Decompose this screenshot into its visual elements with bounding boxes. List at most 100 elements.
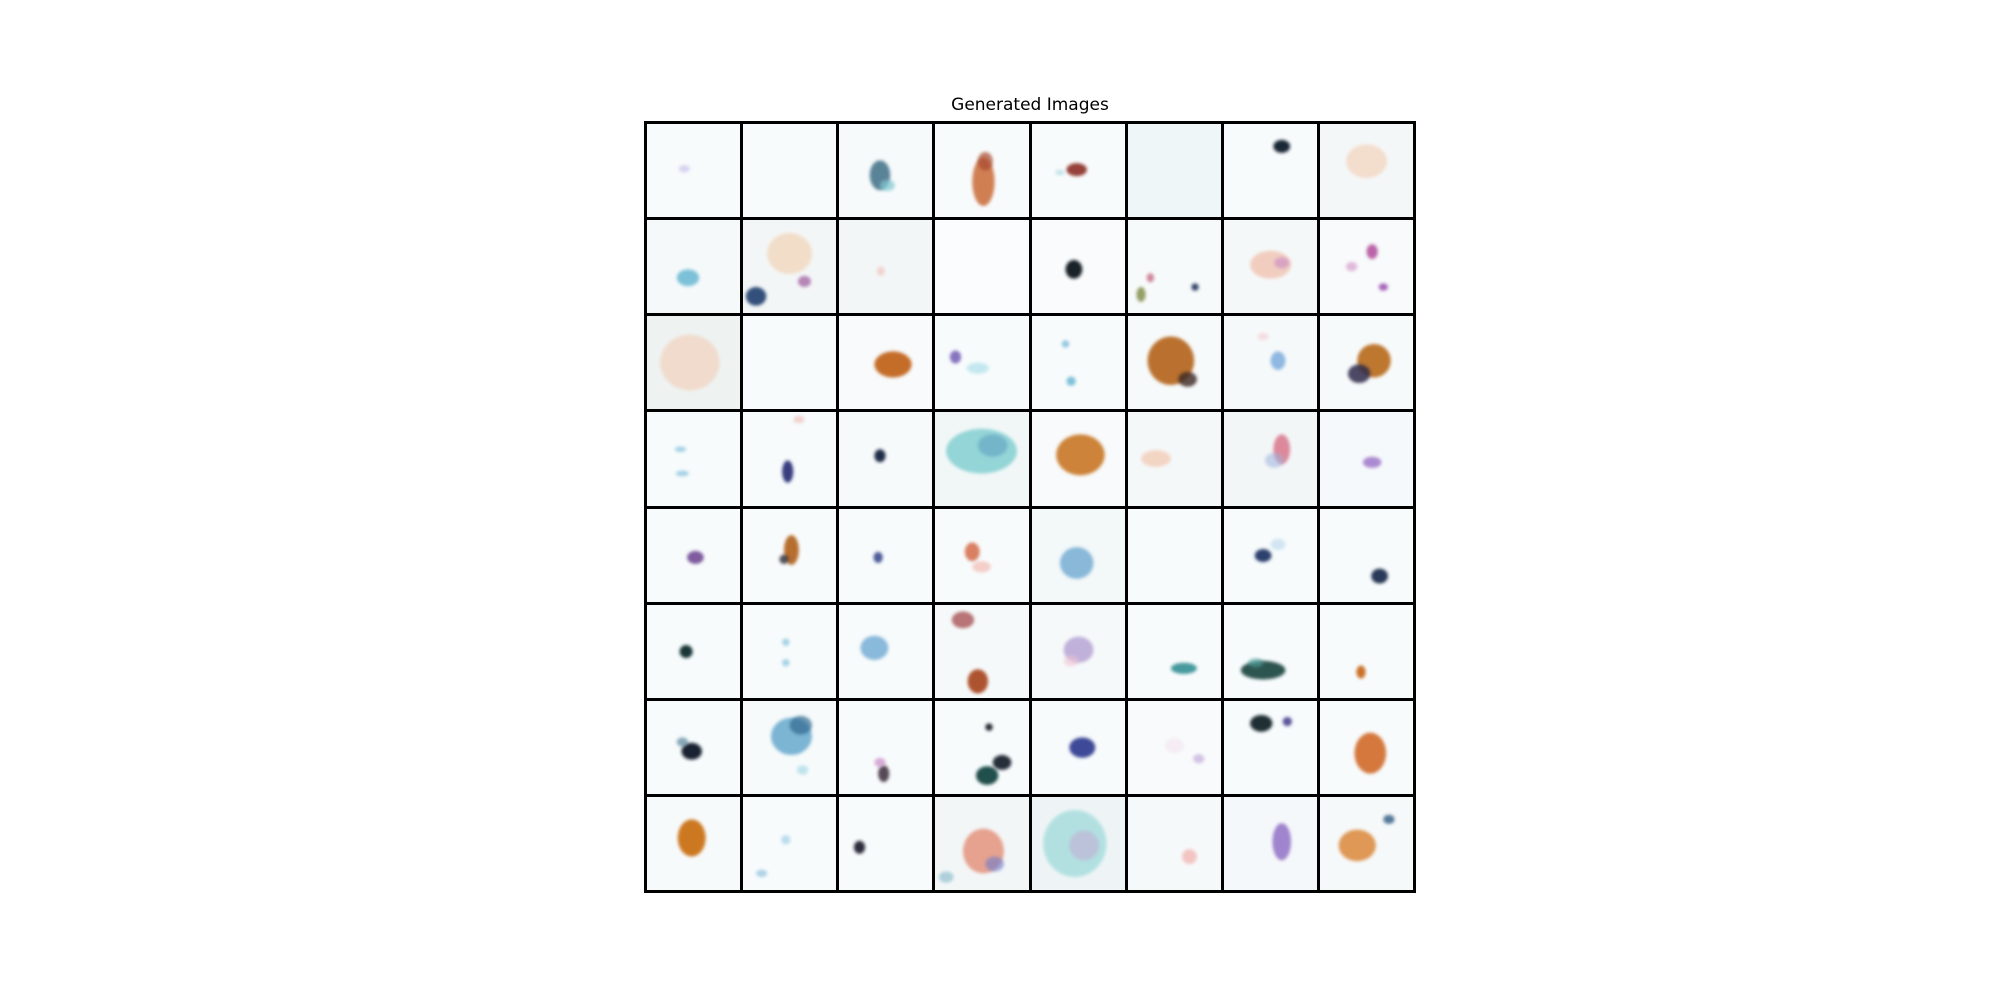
generated-image-tile-r3-c3 xyxy=(839,316,933,410)
tile-image xyxy=(756,835,791,877)
blob xyxy=(967,668,989,694)
blob xyxy=(676,269,700,287)
blob xyxy=(797,765,809,775)
generated-image-tile-r6-c2 xyxy=(743,604,837,698)
generated-image-tile-r4-c8 xyxy=(1319,412,1413,506)
generated-image-tile-r5-c3 xyxy=(839,508,933,602)
generated-image-tile-r6-c4 xyxy=(935,604,1029,698)
blob xyxy=(1147,336,1194,386)
blob xyxy=(939,871,954,883)
tile-image xyxy=(1249,250,1291,279)
generated-image-tile-r5-c7 xyxy=(1223,508,1317,602)
tile-image xyxy=(1061,340,1076,387)
generated-image-tile-r8-c1 xyxy=(647,796,741,890)
generated-image-tile-r2-c2 xyxy=(743,220,837,314)
blob xyxy=(1347,364,1371,384)
blob xyxy=(767,233,813,275)
blob xyxy=(674,446,687,453)
generated-image-tile-r1-c5 xyxy=(1031,124,1125,218)
tile-image xyxy=(1345,144,1387,179)
generated-image-tile-r4-c3 xyxy=(839,412,933,506)
generated-image-tile-r3-c2 xyxy=(743,316,837,410)
blob xyxy=(1273,139,1290,153)
blob xyxy=(950,350,962,364)
tile-image xyxy=(972,151,995,206)
blob xyxy=(1140,450,1171,468)
generated-image-tile-r8-c5 xyxy=(1031,796,1125,890)
blob xyxy=(1254,548,1272,562)
blob xyxy=(676,737,688,747)
generated-image-tile-r1-c3 xyxy=(839,124,933,218)
tile-image xyxy=(771,715,813,775)
generated-image-tile-r7-c4 xyxy=(935,700,1029,794)
generated-image-tile-r8-c6 xyxy=(1127,796,1221,890)
blob xyxy=(1345,262,1358,272)
blob xyxy=(1054,169,1065,176)
tile-image xyxy=(1059,546,1093,579)
tile-image xyxy=(674,446,689,477)
tile-image xyxy=(1068,737,1095,758)
blob xyxy=(1170,662,1197,674)
generated-image-tile-r2-c6 xyxy=(1127,220,1221,314)
generated-image-tile-r6-c6 xyxy=(1127,604,1221,698)
tile-image xyxy=(877,266,885,276)
blob xyxy=(860,635,889,660)
generated-image-tile-r4-c4 xyxy=(935,412,1029,506)
tile-image xyxy=(1345,244,1388,291)
tile-image xyxy=(1356,665,1366,679)
figure-title: Generated Images xyxy=(951,95,1109,115)
blob xyxy=(1136,287,1146,303)
tile-image xyxy=(677,819,706,857)
blob xyxy=(660,334,720,391)
blob xyxy=(1190,283,1199,291)
blob xyxy=(1055,434,1105,476)
tile-image xyxy=(676,737,702,760)
blob xyxy=(1383,814,1395,824)
tile-image xyxy=(743,124,836,217)
tile-image xyxy=(1354,732,1386,774)
blob xyxy=(873,551,884,563)
blob xyxy=(967,362,990,374)
blob xyxy=(1068,737,1095,758)
blob xyxy=(756,869,768,877)
tile-image xyxy=(860,635,889,660)
blob xyxy=(779,554,789,564)
tile-image xyxy=(1347,344,1391,384)
generated-image-tile-r8-c2 xyxy=(743,796,837,890)
blob xyxy=(1338,829,1376,862)
blob xyxy=(1345,144,1387,179)
generated-image-tile-r6-c3 xyxy=(839,604,933,698)
generated-image-tile-r2-c7 xyxy=(1223,220,1317,314)
tile-image xyxy=(874,351,912,378)
blob xyxy=(1356,665,1366,679)
generated-image-tile-r2-c5 xyxy=(1031,220,1125,314)
tile-image xyxy=(676,269,700,287)
generated-image-tile-r6-c8 xyxy=(1319,604,1413,698)
blob xyxy=(854,840,866,854)
generated-image-tile-r8-c4 xyxy=(935,796,1029,890)
generated-image-tile-r5-c5 xyxy=(1031,508,1125,602)
blob xyxy=(985,856,1005,872)
tile-image xyxy=(1338,814,1395,862)
blob xyxy=(1378,283,1388,291)
blob xyxy=(793,416,805,424)
blob xyxy=(678,164,690,173)
blob xyxy=(782,460,794,484)
tile-image xyxy=(965,542,992,572)
generated-image-tile-r8-c8 xyxy=(1319,796,1413,890)
tile-image xyxy=(1181,849,1197,864)
blob xyxy=(985,723,994,731)
generated-image-tile-r4-c5 xyxy=(1031,412,1125,506)
tile-image xyxy=(1240,657,1286,680)
tile-image xyxy=(1273,139,1290,153)
generated-image-tile-r2-c1 xyxy=(647,220,741,314)
blob xyxy=(976,765,999,785)
generated-image-tile-r1-c6 xyxy=(1127,124,1221,218)
tile-image xyxy=(1128,509,1221,602)
blob xyxy=(1371,568,1388,583)
generated-image-tile-r8-c7 xyxy=(1223,796,1317,890)
blob xyxy=(1192,753,1204,764)
blob xyxy=(1240,660,1286,680)
generated-image-tile-r1-c4 xyxy=(935,124,1029,218)
blob xyxy=(877,266,885,276)
